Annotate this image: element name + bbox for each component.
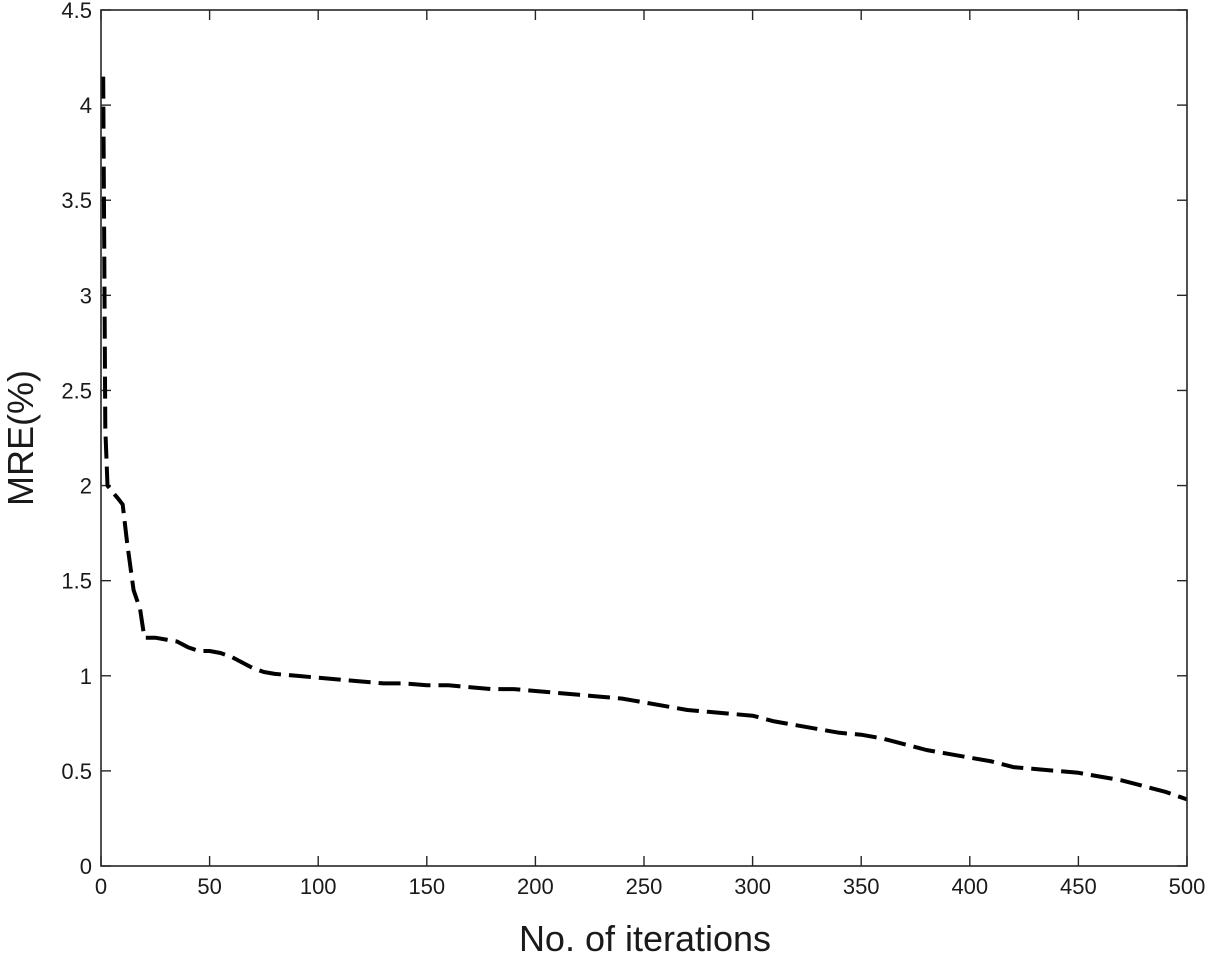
x-tick-label: 300 bbox=[734, 874, 771, 899]
y-tick-label: 3.5 bbox=[61, 188, 92, 213]
plot-frame bbox=[100, 9, 1188, 867]
labels-layer: 0 50 100 150 200 250 300 350 400 450 500 0 0.5 1 1.5 2 2… bbox=[61, 0, 1205, 899]
y-axis-title: MRE(%) bbox=[0, 370, 41, 506]
x-tick-label: 50 bbox=[197, 874, 221, 899]
y-tick-label: 1 bbox=[80, 664, 92, 689]
series-line-mre bbox=[101, 76, 1188, 802]
y-tick-label: 2.5 bbox=[61, 378, 92, 403]
x-tick-label: 250 bbox=[626, 874, 663, 899]
x-axis-title: No. of iterations bbox=[519, 918, 771, 957]
y-tick-label: 0.5 bbox=[61, 759, 92, 784]
y-tick-label: 4 bbox=[80, 93, 92, 118]
x-tick-label: 450 bbox=[1060, 874, 1097, 899]
y-tick-label: 2 bbox=[80, 474, 92, 499]
x-tick-label: 150 bbox=[408, 874, 445, 899]
x-tick-label: 0 bbox=[95, 874, 107, 899]
x-tick-label: 400 bbox=[951, 874, 988, 899]
x-tick-label: 100 bbox=[300, 874, 337, 899]
y-tick-label: 1.5 bbox=[61, 569, 92, 594]
y-tick-label: 4.5 bbox=[61, 0, 92, 23]
x-tick-label: 200 bbox=[517, 874, 554, 899]
x-tick-label: 350 bbox=[843, 874, 880, 899]
y-tick-label: 0 bbox=[80, 854, 92, 879]
series-layer bbox=[101, 76, 1188, 802]
y-tick-label: 3 bbox=[80, 283, 92, 308]
x-tick-label: 500 bbox=[1169, 874, 1206, 899]
